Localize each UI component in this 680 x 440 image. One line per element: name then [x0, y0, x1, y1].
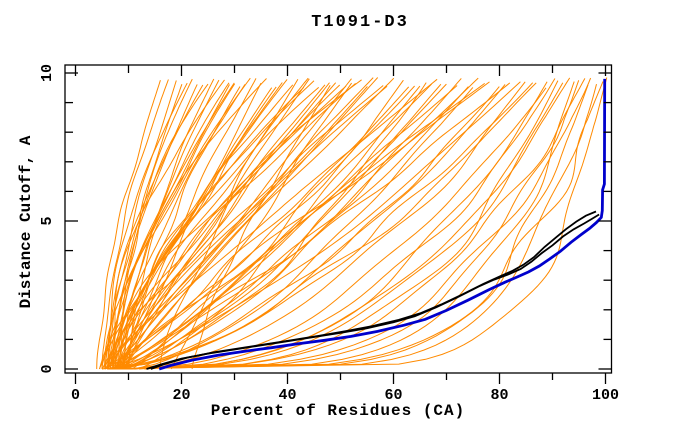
plot-frame	[64, 64, 613, 374]
model-curve-orange	[128, 81, 526, 370]
model-curve-orange	[110, 83, 597, 370]
chart-title: T1091-D3	[311, 13, 409, 32]
model-curve-orange	[133, 87, 474, 370]
x-tick-label: 0	[71, 387, 80, 404]
curves-layer	[96, 77, 608, 371]
model-curve-orange	[112, 85, 415, 370]
x-tick-label: 60	[384, 387, 402, 404]
model-curve-orange	[110, 82, 537, 370]
model-curve-orange	[120, 82, 337, 370]
model-curve-orange	[120, 86, 305, 369]
model-curve-orange	[125, 78, 462, 370]
model-curve-orange	[126, 80, 559, 370]
model-curve-orange	[139, 78, 556, 370]
model-curve-orange	[117, 83, 442, 370]
model-curve-orange	[108, 84, 506, 370]
x-tick-label: 40	[278, 387, 296, 404]
highlight-curve-black	[150, 210, 597, 370]
model-curve-orange	[144, 81, 548, 370]
model-curve-orange	[123, 83, 447, 370]
model-curve-orange	[107, 79, 225, 370]
y-axis-title: Distance Cutoff, A	[17, 135, 35, 309]
model-curve-orange	[109, 85, 388, 370]
y-tick-label: 5	[39, 216, 56, 225]
model-curve-orange	[159, 78, 310, 369]
model-curve-orange	[107, 77, 608, 370]
model-curve-orange	[115, 86, 469, 370]
model-curve-orange	[123, 78, 215, 370]
model-curve-orange	[104, 84, 204, 370]
model-curve-orange	[107, 81, 575, 370]
x-tick-label: 80	[490, 387, 508, 404]
model-curve-orange	[105, 86, 410, 370]
model-curve-orange	[125, 82, 262, 370]
model-curve-orange	[134, 87, 547, 370]
model-curve-orange	[104, 80, 177, 370]
model-curve-orange	[96, 80, 161, 370]
y-tick-label: 0	[39, 364, 56, 373]
model-curve-orange	[107, 82, 188, 370]
model-curve-orange	[129, 77, 571, 370]
model-curve-orange	[120, 82, 564, 370]
model-curve-orange	[117, 83, 356, 370]
model-curve-orange	[101, 79, 169, 369]
model-curve-orange	[114, 82, 330, 370]
model-curve-orange	[191, 84, 331, 370]
model-curve-orange	[101, 84, 294, 370]
model-curve-orange	[125, 79, 288, 370]
model-curve-orange	[117, 77, 592, 370]
model-curve-orange	[117, 79, 404, 370]
x-axis-title: Percent of Residues (CA)	[210, 402, 466, 420]
model-curve-orange	[107, 82, 427, 370]
model-curve-orange	[115, 77, 379, 370]
model-curve-orange	[112, 84, 183, 369]
x-tick-label: 20	[172, 387, 190, 404]
model-curve-orange	[112, 82, 511, 370]
model-curve-orange	[131, 83, 432, 370]
model-curve-orange	[128, 83, 236, 370]
model-curve-orange	[122, 79, 299, 370]
y-tick-label: 10	[39, 64, 56, 82]
x-tick-label: 100	[592, 387, 619, 404]
model-curve-orange	[112, 86, 368, 370]
model-curve-orange	[128, 86, 241, 370]
highlight-curve-blue	[158, 78, 607, 371]
model-curve-orange	[123, 77, 395, 370]
model-curve-orange	[170, 82, 353, 370]
model-curve-orange	[117, 86, 500, 370]
model-curve-orange	[113, 84, 589, 370]
